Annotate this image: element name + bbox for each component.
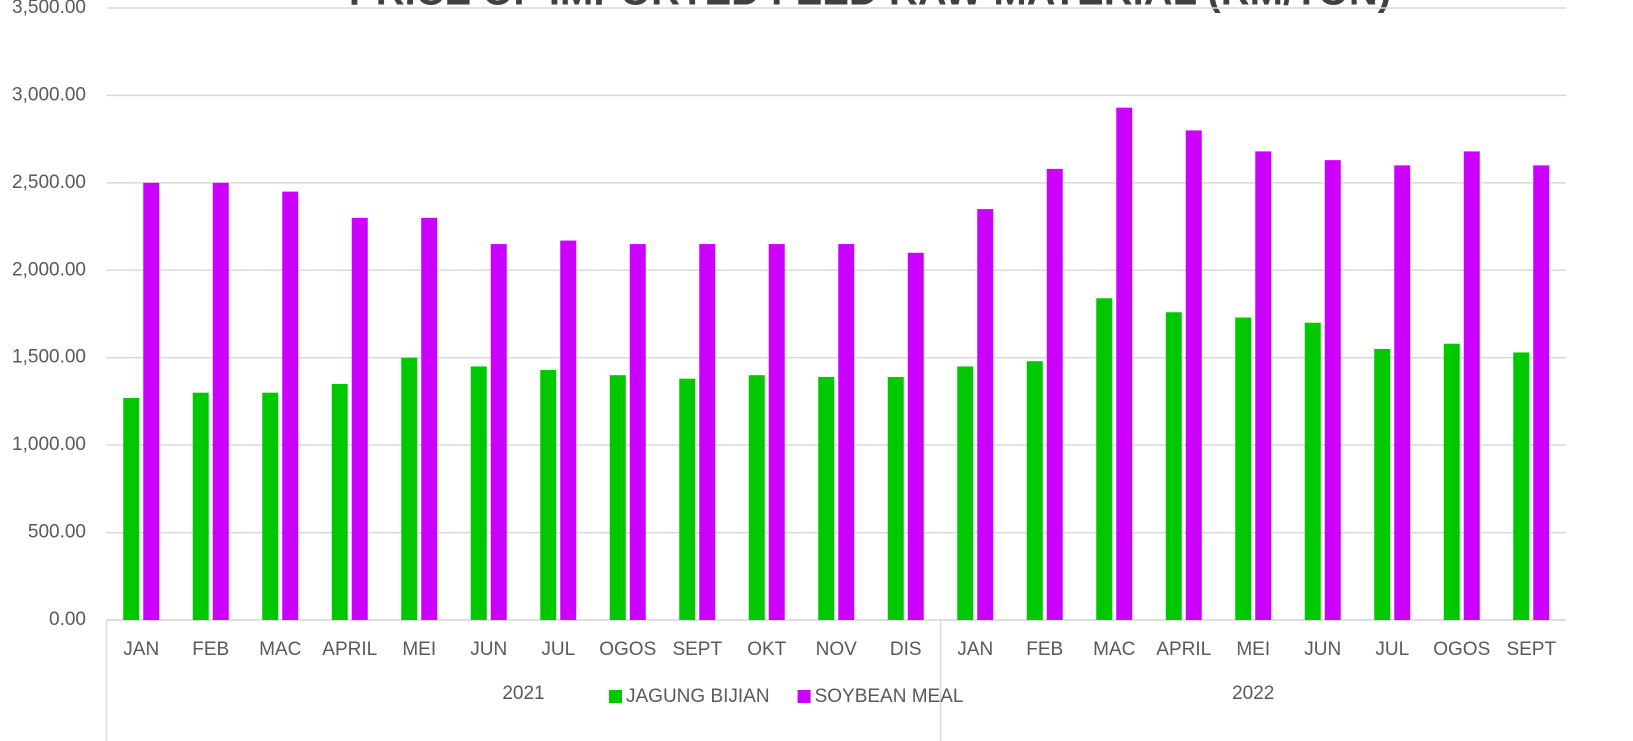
bar (838, 244, 855, 621)
bar (1463, 151, 1480, 620)
x-tick-label: SEPT (672, 639, 722, 660)
bar (768, 244, 785, 621)
y-tick-label: 2,500.00 (12, 172, 86, 193)
legend-label: JAGUNG BIJIAN (626, 686, 770, 707)
y-tick-label: 1,000.00 (12, 434, 86, 455)
bar (212, 182, 229, 620)
bar (1374, 348, 1391, 620)
x-tick-label: APRIL (1156, 639, 1211, 660)
bar (907, 252, 924, 621)
y-tick-label: 500.00 (28, 522, 86, 543)
x-tick-label: JUL (1375, 639, 1409, 660)
bar (1324, 160, 1341, 620)
x-tick-label: DIS (890, 639, 922, 660)
bar (1255, 151, 1272, 620)
bar (401, 357, 418, 620)
bar (470, 366, 487, 620)
x-tick-label: APRIL (322, 639, 377, 660)
x-tick-label: JUN (1304, 639, 1341, 660)
x-tick-label: MEI (1236, 639, 1270, 660)
bar (540, 369, 557, 620)
bar (1096, 298, 1113, 620)
bar (1533, 165, 1550, 620)
bar (629, 244, 646, 621)
bar (421, 217, 438, 621)
x-tick-label: OGOS (599, 639, 656, 660)
x-tick-label: JAN (123, 639, 159, 660)
bar (1026, 361, 1043, 620)
bar (609, 375, 626, 620)
bar (1116, 107, 1133, 620)
bar (957, 366, 974, 620)
bar (1165, 312, 1182, 620)
x-tick-label: JUN (470, 639, 507, 660)
x-tick-label: FEB (1026, 639, 1063, 660)
legend-swatch (797, 690, 811, 703)
x-tick-label: OGOS (1433, 639, 1490, 660)
bar (560, 240, 577, 620)
x-tick-label: NOV (816, 639, 858, 660)
bar (1235, 317, 1252, 620)
legend-swatch (609, 690, 622, 703)
y-tick-label: 2,000.00 (12, 259, 86, 280)
bar (748, 375, 765, 620)
x-tick-label: SEPT (1506, 639, 1556, 660)
x-tick-label: MAC (1093, 639, 1135, 660)
bar (1513, 352, 1530, 620)
y-tick-label: 3,500.00 (12, 0, 86, 18)
group-label: 2022 (1232, 683, 1274, 704)
bar (1443, 343, 1460, 620)
y-tick-label: 1,500.00 (12, 347, 86, 368)
bar (1304, 322, 1321, 620)
bar (679, 378, 696, 620)
x-tick-label: FEB (192, 639, 229, 660)
legend-label: SOYBEAN MEAL (815, 686, 964, 707)
x-tick-label: OKT (747, 639, 786, 660)
x-tick-label: JAN (957, 639, 993, 660)
bar (818, 376, 835, 620)
bar (490, 244, 507, 621)
x-tick-label: MAC (259, 639, 301, 660)
bar (143, 182, 160, 620)
bar (351, 217, 368, 621)
bar (282, 191, 299, 620)
bar (1046, 168, 1063, 620)
bar (1185, 130, 1202, 620)
bar (123, 397, 140, 620)
bar (192, 392, 209, 620)
bar (887, 376, 904, 620)
bar (699, 244, 716, 621)
y-tick-label: 3,000.00 (12, 84, 86, 105)
x-tick-label: JUL (541, 639, 575, 660)
bar (331, 383, 348, 620)
bar (977, 209, 994, 621)
y-tick-label: 0.00 (49, 609, 86, 630)
bar (262, 392, 279, 620)
x-tick-label: MEI (402, 639, 436, 660)
chart-title: PRICE OF IMPORTED FEED RAW MATERIAL (RM/… (349, 0, 1391, 14)
bar (1394, 165, 1411, 620)
group-label: 2021 (502, 683, 544, 704)
